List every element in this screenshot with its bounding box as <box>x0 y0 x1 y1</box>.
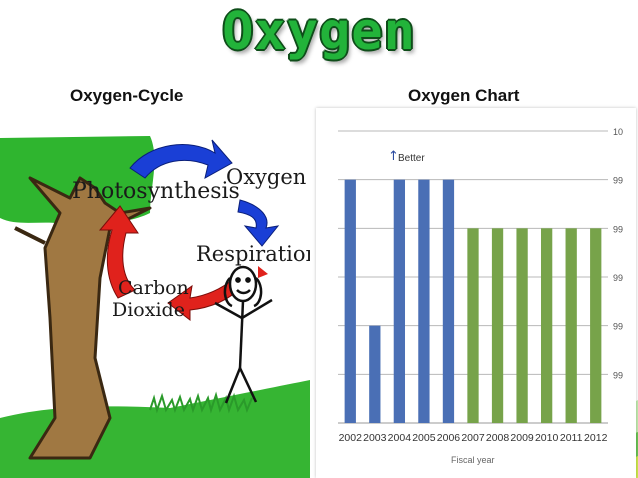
tree-trunk <box>28 176 152 460</box>
x-tick-label: 2009 <box>510 432 534 444</box>
bar-2003 <box>369 325 381 423</box>
dioxide-label: Dioxide <box>112 299 185 321</box>
annotation-arrow: ↑ <box>388 149 399 164</box>
carbon-label: Carbon <box>118 277 189 299</box>
x-tick-label: 2006 <box>437 432 461 444</box>
x-tick-label: 2010 <box>535 432 559 444</box>
y-tick-label: 99 <box>613 273 623 283</box>
bar-2010 <box>540 228 553 423</box>
photosynthesis-label: Photosynthesis <box>72 179 240 204</box>
bar-2006 <box>442 179 455 423</box>
x-tick-label: 2004 <box>388 432 412 444</box>
arrow-photosynthesis-to-oxygen <box>129 139 233 179</box>
bar-2002 <box>344 179 356 423</box>
chart-annotation: Better <box>398 153 425 164</box>
stick-figure <box>214 265 273 404</box>
slide-title: Oxygen <box>222 2 416 62</box>
x-tick-label: 2007 <box>461 432 485 444</box>
bar-2005 <box>418 179 430 423</box>
x-tick-label: 2002 <box>339 432 363 444</box>
bar-2007 <box>467 228 479 423</box>
bar-2008 <box>491 228 504 423</box>
y-tick-label: 99 <box>613 224 623 234</box>
bar-2009 <box>516 228 528 423</box>
y-tick-label: 99 <box>613 370 623 380</box>
bar-2004 <box>393 179 406 423</box>
arrow-respiration-to-carbon <box>167 277 243 322</box>
y-tick-label: 10 <box>613 127 623 137</box>
x-tick-label: 2011 <box>560 432 583 444</box>
oxygen-cycle-heading: Oxygen-Cycle <box>70 86 184 105</box>
arrow-oxygen-to-respiration <box>237 199 280 247</box>
oxygen-label: Oxygen <box>226 165 306 189</box>
oxygen-bar-chart: 2002 2003 2004 2005 2006 2007 2008 2009 2010 2011… <box>338 127 623 465</box>
x-tick-label: 2003 <box>363 432 387 444</box>
y-tick-label: 99 <box>613 322 623 332</box>
y-tick-label: 99 <box>613 176 623 186</box>
oxygen-chart-heading: Oxygen Chart <box>408 86 520 105</box>
bar-2011 <box>565 228 577 423</box>
x-tick-label: 2012 <box>584 432 608 444</box>
x-tick-label: 2005 <box>412 432 436 444</box>
bar-2012 <box>590 228 602 423</box>
arrow-carbon-to-photosynthesis <box>98 205 139 299</box>
respiration-label: Respiration <box>196 242 310 266</box>
oxygen-chart-panel: 2002 2003 2004 2005 2006 2007 2008 2009 2010 2011… <box>316 108 636 478</box>
oxygen-cycle-diagram: Photosynthesis Oxygen Respiration Carbon… <box>0 136 310 478</box>
x-tick-label: 2008 <box>486 432 510 444</box>
x-axis-label: Fiscal year <box>451 455 495 465</box>
